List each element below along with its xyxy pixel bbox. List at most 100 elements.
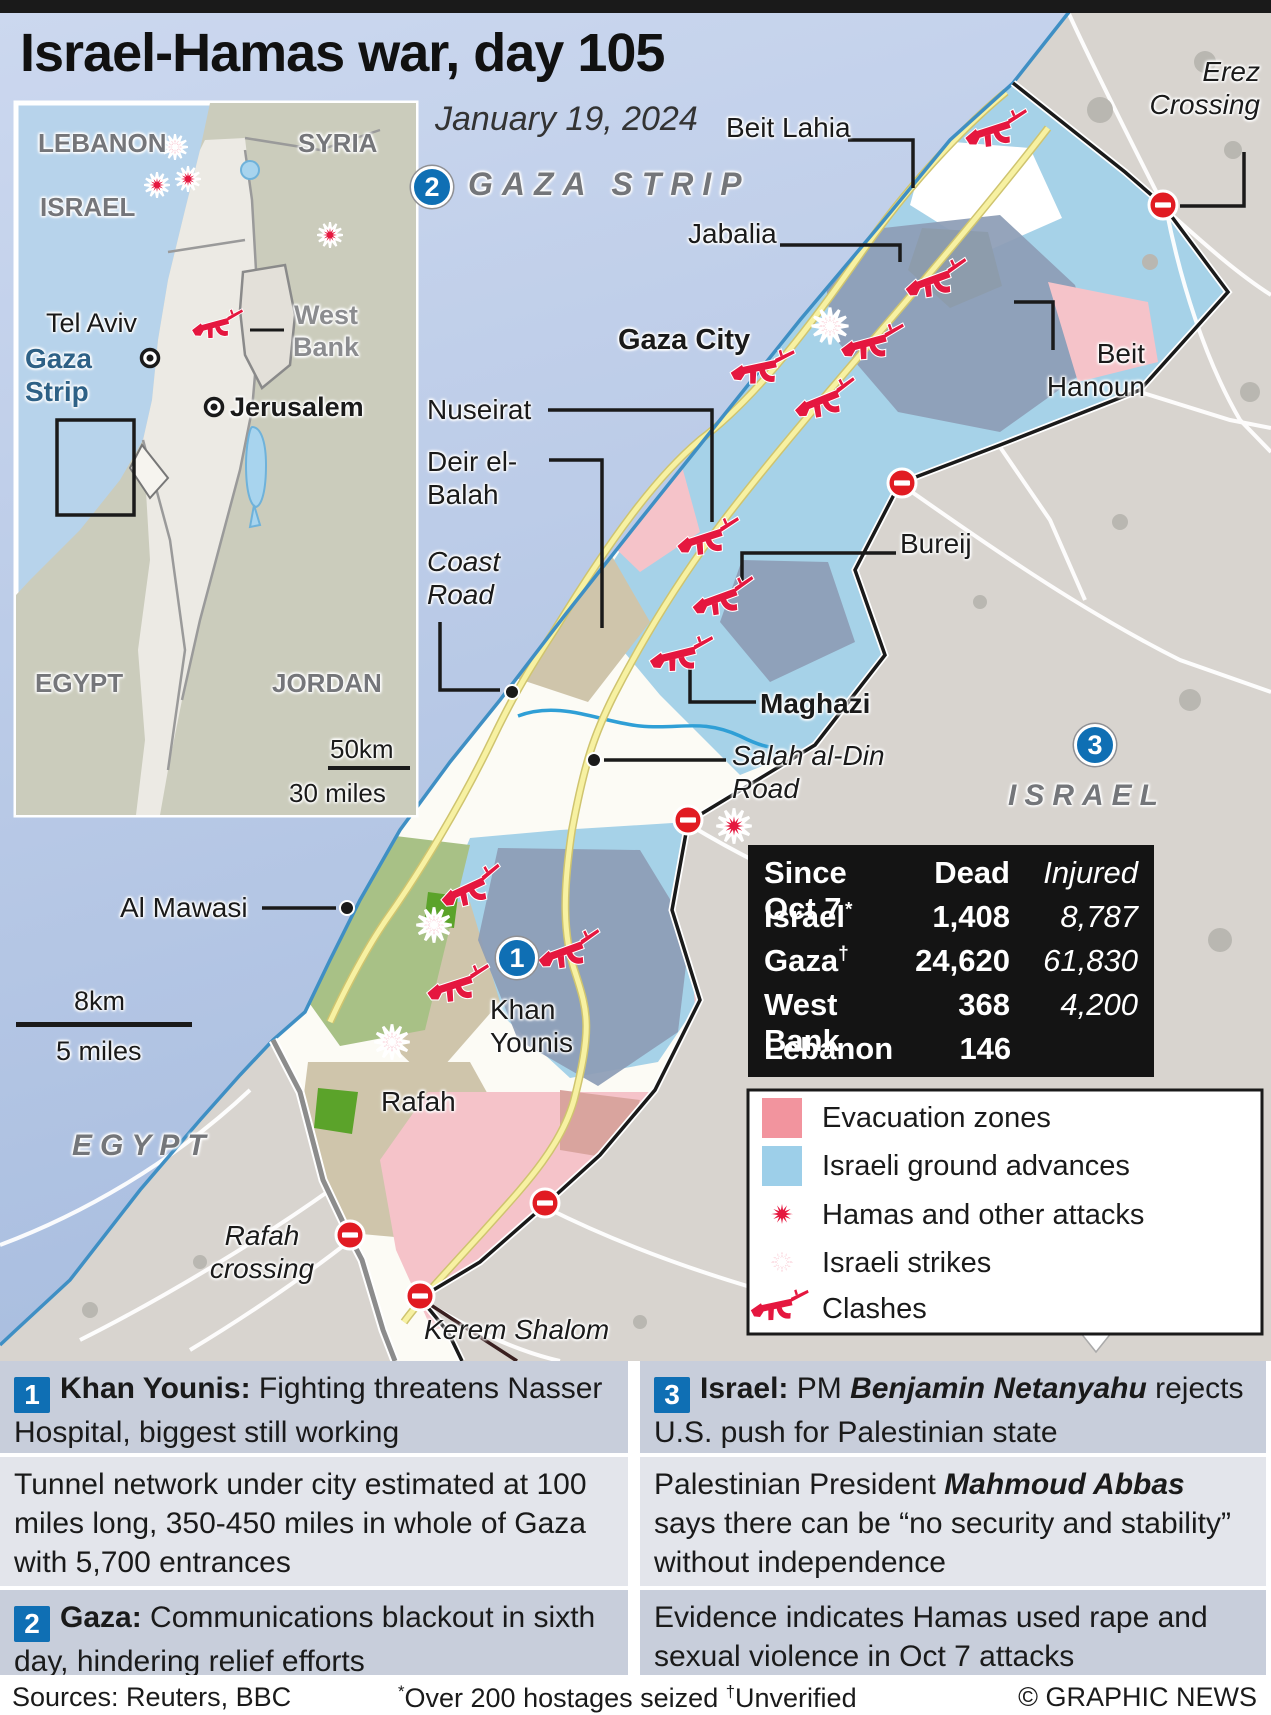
note-abbas: Palestinian President Mahmoud Abbas says…: [640, 1457, 1266, 1586]
inset-scale-miles: 30 miles: [289, 778, 386, 808]
label-jabalia: Jabalia: [688, 218, 777, 249]
legend-strikes: Israeli strikes: [822, 1247, 992, 1279]
map-scale-miles: 5 miles: [56, 1036, 142, 1066]
note-evidence: Evidence indicates Hamas used rape and s…: [640, 1590, 1266, 1675]
jerusalem-dot: [203, 396, 225, 418]
legend-clashes: Clashes: [822, 1293, 927, 1325]
label-rafah: Rafah: [381, 1086, 456, 1117]
col-since: Since Oct 7: [764, 855, 847, 926]
table-row: West Bank 368 4,200: [764, 987, 1138, 1058]
label-nuseirat: Nuseirat: [427, 394, 532, 425]
row-dead: 24,620: [915, 943, 1010, 978]
row-name: West Bank: [764, 987, 840, 1058]
label-bureij: Bureij: [900, 528, 972, 559]
gaza-israel-border: [417, 81, 1231, 1361]
inset-label-tel-aviv: Tel Aviv: [46, 308, 138, 338]
leader-lines: [262, 138, 1246, 910]
label-maghazi: Maghazi: [760, 688, 871, 719]
no-entry-icon: [672, 804, 704, 836]
note-badge-1: 1: [14, 1376, 50, 1413]
salah-road-dot: [586, 752, 602, 768]
row-dead: 1,408: [932, 899, 1010, 934]
al-mawasi-dot: [339, 900, 355, 916]
note-israel-netanyahu: 3 Israel: PM Benjamin Netanyahu rejects U…: [640, 1361, 1266, 1453]
col-injured: Injured: [1043, 855, 1138, 890]
note-badge-2: 2: [14, 1605, 50, 1642]
footnotes: *Over 200 hostages seized †Unverified: [398, 1682, 857, 1713]
coast-road-dot: [504, 684, 520, 700]
row-injured: 8,787: [1060, 899, 1138, 934]
label-beit-lahia: Beit Lahia: [726, 112, 851, 143]
legend-attacks: Hamas and other attacks: [822, 1199, 1145, 1231]
inset-scale-km: 50km: [330, 734, 394, 764]
note-khan-younis: 1 Khan Younis: Fighting threatens Nasser …: [0, 1361, 628, 1453]
tel-aviv-dot: [139, 347, 161, 369]
marker-1: 1: [496, 937, 538, 979]
no-entry-icon: [404, 1280, 436, 1312]
row-injured: 61,830: [1043, 943, 1138, 978]
row-name: Lebanon: [764, 1031, 894, 1066]
advances-swatch: [762, 1146, 802, 1186]
inset-label-west-bank: West Bank: [292, 300, 360, 362]
table-row: Gaza† 24,620 61,830: [764, 943, 1138, 987]
row-dead: 368: [958, 987, 1010, 1022]
inset-label-gaza-strip: Gaza Strip: [25, 343, 92, 407]
map-zones: [298, 83, 1228, 1330]
inset-label-jerusalem: Jerusalem: [230, 392, 364, 422]
legend-advances: Israeli ground advances: [822, 1150, 1130, 1182]
inset-scale-bar: [328, 766, 410, 770]
no-entry-icon: [886, 467, 918, 499]
credit-label: © GRAPHIC NEWS: [1018, 1682, 1257, 1712]
label-khan-younis: Khan Younis: [490, 994, 574, 1058]
legend-box: [746, 1088, 1264, 1354]
marker-2: 2: [411, 166, 453, 208]
label-israel-area: ISRAEL: [1008, 779, 1167, 812]
legend-evacuation: Evacuation zones: [822, 1102, 1051, 1134]
notes-section: 1 Khan Younis: Fighting threatens Nasser …: [0, 1361, 1271, 1678]
row-dead: 146: [959, 1031, 1012, 1066]
marker-3: 3: [1074, 724, 1116, 766]
inset-label-israel: ISRAEL: [40, 192, 136, 222]
note-badge-3: 3: [654, 1376, 690, 1413]
inset-map: [13, 100, 419, 818]
row-name: Gaza†: [764, 943, 849, 978]
label-rafah-crossing: Rafah crossing: [209, 1220, 315, 1284]
label-al-mawasi: Al Mawasi: [120, 892, 248, 923]
label-beit-hanoun: Beit Hanoun: [1046, 338, 1145, 402]
label-erez-crossing: Erez Crossing: [1149, 56, 1260, 120]
note-tunnels: Tunnel network under city estimated at 1…: [0, 1457, 628, 1586]
col-dead: Dead: [934, 855, 1010, 890]
coast-road-line: [327, 90, 1008, 1024]
label-deir-el-balah: Deir el-Balah: [427, 446, 518, 510]
gaza-locator-box: [55, 418, 136, 517]
table-row: Israel* 1,408 8,787: [764, 899, 1138, 943]
top-bar: [0, 0, 1271, 13]
label-salah-al-din: Salah al-Din Road: [732, 740, 885, 804]
date-label: January 19, 2024: [435, 100, 698, 138]
label-gaza-city: Gaza City: [618, 324, 751, 356]
coastline: [0, 10, 1071, 1347]
row-name: Israel*: [764, 899, 853, 934]
casualties-table: Since Oct 7 Dead Injured Israel* 1,408 8…: [748, 845, 1154, 1077]
footer: Sources: Reuters, BBC *Over 200 hostages…: [0, 1675, 1271, 1715]
israel-egypt-border: [419, 1296, 518, 1361]
scale-bar: [16, 1022, 192, 1027]
no-entry-icon: [334, 1219, 366, 1251]
table-header-row: Since Oct 7 Dead Injured: [764, 855, 1138, 926]
label-coast-road: Coast Road: [427, 546, 501, 610]
label-kerem-shalom: Kerem Shalom: [424, 1314, 610, 1345]
table-row: Lebanon 146: [764, 1031, 1138, 1075]
page-title: Israel-Hamas war, day 105: [20, 23, 665, 83]
evacuation-swatch: [762, 1098, 802, 1138]
inset-label-egypt: EGYPT: [35, 668, 124, 698]
inset-label-lebanon: LEBANON: [38, 128, 167, 158]
note-gaza-blackout: 2 Gaza: Communications blackout in sixth …: [0, 1590, 628, 1678]
no-entry-icon: [1147, 189, 1179, 221]
sources-label: Sources: Reuters, BBC: [12, 1682, 292, 1712]
row-injured: 4,200: [1060, 987, 1138, 1022]
inset-label-syria: SYRIA: [298, 128, 378, 158]
map-scale-km: 8km: [74, 986, 126, 1016]
inset-label-jordan: JORDAN: [272, 668, 382, 698]
label-gaza-strip-area: GAZA STRIP: [468, 166, 751, 202]
